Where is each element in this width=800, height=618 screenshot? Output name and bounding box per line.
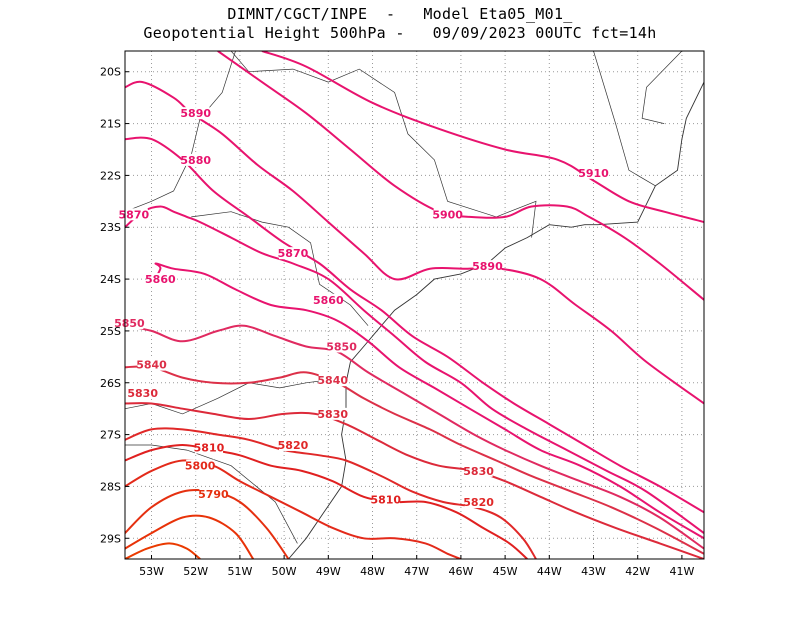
contour-label: 5830 [463, 465, 494, 478]
contour-label: 5850 [326, 340, 357, 353]
lon-tick-label: 53W [139, 565, 164, 578]
contour-labels: 5910 5900 5890 5890 5880 5870 5870 5860 5860 5850… [114, 107, 609, 509]
contour-line-5900 [217, 51, 704, 301]
contour-line-5810 [125, 444, 528, 559]
contour-label: 5830 [317, 408, 348, 421]
contour-label-bg [464, 495, 493, 508]
contour-label-bg [464, 464, 493, 477]
contour-label: 5890 [180, 107, 211, 120]
lon-tick-label: 42W [625, 565, 650, 578]
lon-tick-label: 50W [272, 565, 297, 578]
coastline [288, 51, 704, 559]
contour-line-5910 [261, 51, 704, 224]
contour-label: 5870 [119, 208, 150, 221]
state-border [593, 51, 656, 187]
lon-tick-label: 46W [448, 565, 473, 578]
lat-tick-label: 22S [100, 169, 121, 182]
contour-line-5800 [125, 459, 462, 559]
contour-label-bg [433, 208, 462, 221]
axis-ticks: 53W 52W 51W 50W 49W 48W 47W 46W 45W 44W 43W 42W 41W 2… [100, 66, 694, 578]
contour-line-5850 [125, 324, 704, 550]
contour-label-bg [186, 459, 215, 472]
plot-frame [124, 50, 705, 560]
contour-label-bg [314, 293, 343, 306]
chart-title-line2: Geopotential Height 500hPa - 09/09/2023 … [143, 24, 657, 42]
contour-label: 5840 [317, 374, 348, 387]
contour-label: 5860 [145, 273, 176, 286]
lat-tick-label: 29S [100, 532, 121, 545]
contour-label: 5860 [313, 294, 344, 307]
state-border [125, 444, 298, 544]
contour-label-bg [128, 387, 157, 400]
contour-label-bg [579, 166, 608, 179]
contour-label: 5910 [578, 167, 609, 180]
contour-label: 5800 [185, 460, 216, 473]
lon-tick-label: 52W [183, 565, 208, 578]
contour-label: 5810 [194, 442, 225, 455]
contour-label: 5900 [432, 208, 463, 221]
lat-tick-label: 26S [100, 377, 121, 390]
contour-label: 5790 [198, 488, 229, 501]
contour-label-bg [115, 317, 144, 330]
lat-tick-label: 21S [100, 118, 121, 131]
contour-label: 5870 [278, 247, 309, 260]
state-border [230, 51, 537, 238]
state-border [191, 211, 369, 326]
lon-tick-label: 48W [360, 565, 385, 578]
contour-label-bg [137, 358, 166, 371]
lat-tick-label: 24S [100, 273, 121, 286]
contour-line-5770 [125, 542, 201, 559]
state-border [125, 377, 347, 415]
contour-label: 5850 [114, 317, 145, 330]
chart-title-line1: DIMNT/CGCT/INPE - Model Eta05_M01_ [227, 5, 573, 23]
contour-label: 5840 [136, 359, 167, 372]
contour-label-bg [473, 260, 502, 273]
height-contours [125, 51, 704, 559]
contour-label-bg [318, 407, 347, 420]
lat-tick-label: 25S [100, 325, 121, 338]
lon-tick-label: 49W [316, 565, 341, 578]
lat-tick-label: 23S [100, 221, 121, 234]
lat-tick-label: 20S [100, 66, 121, 79]
contour-line-5840 [125, 365, 704, 555]
contour-label: 5820 [463, 496, 494, 509]
contour-label-bg [199, 488, 228, 501]
contour-line-5870 [125, 205, 704, 534]
contour-label: 5880 [180, 154, 211, 167]
coastline-and-borders [125, 51, 704, 559]
contour-label: 5890 [472, 260, 503, 273]
contour-line-5830 [125, 402, 704, 559]
lon-tick-label: 47W [404, 565, 429, 578]
contour-label-bg [119, 208, 148, 221]
contour-label-bg [181, 153, 210, 166]
lat-tick-label: 27S [100, 429, 121, 442]
state-border [641, 51, 683, 124]
lon-tick-label: 43W [581, 565, 606, 578]
contour-label: 5810 [370, 493, 401, 506]
contour-label-bg [146, 273, 175, 286]
lon-tick-label: 45W [493, 565, 518, 578]
lon-tick-label: 44W [537, 565, 562, 578]
contour-label-bg [371, 493, 400, 506]
contour-line-5780 [125, 514, 255, 559]
lon-tick-label: 51W [227, 565, 252, 578]
lat-tick-label: 28S [100, 480, 121, 493]
contour-line-5820 [125, 427, 537, 559]
contour-label: 5820 [278, 439, 309, 452]
contour-label-bg [278, 247, 307, 260]
contour-label-bg [194, 441, 223, 454]
contour-label-bg [181, 107, 210, 120]
contour-label: 5830 [127, 387, 158, 400]
contour-line-5860 [150, 262, 704, 540]
contour-label-bg [318, 374, 347, 387]
contour-line-5880 [125, 136, 704, 514]
contour-label-bg [278, 438, 307, 451]
lon-tick-label: 41W [669, 565, 694, 578]
contour-label-bg [327, 340, 356, 353]
